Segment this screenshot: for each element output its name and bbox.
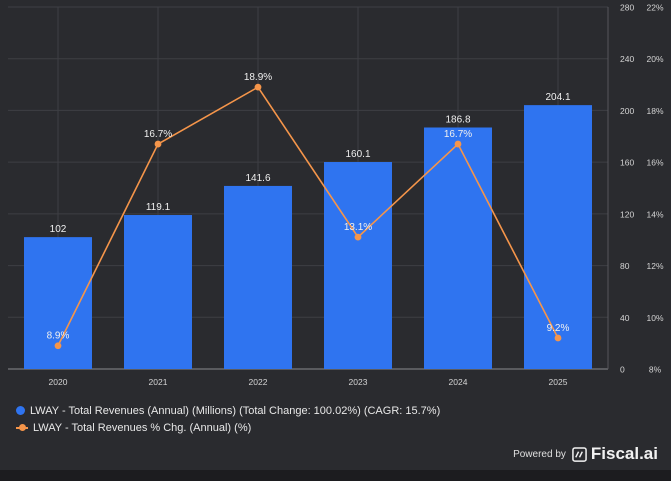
bar-value-label: 186.8	[445, 114, 470, 125]
pct-point	[554, 334, 562, 342]
axes: 0 8% 40 10% 80 12% 120 14% 160 16% 200 18% 240 20% 280…	[49, 3, 664, 388]
y-right-tick-label: 10%	[646, 313, 663, 323]
y-right-tick-label: 16%	[646, 158, 663, 168]
legend-item-revenue[interactable]: LWAY - Total Revenues (Annual) (Millions…	[16, 402, 440, 419]
x-tick-label: 2022	[249, 377, 268, 387]
bar	[524, 105, 592, 369]
x-tick-label: 2024	[449, 377, 468, 387]
bar-value-label: 141.6	[245, 173, 270, 184]
x-tick-label: 2021	[149, 377, 168, 387]
pct-point	[354, 233, 362, 241]
y-right-tick-label: 22%	[646, 3, 663, 13]
y-right-tick-label: 12%	[646, 261, 663, 271]
y-left-tick-label: 240	[620, 54, 634, 64]
bottom-strip	[0, 470, 671, 481]
y-left-tick-label: 280	[620, 3, 634, 13]
y-left-tick-label: 0	[620, 365, 625, 375]
y-right-tick-label: 20%	[646, 54, 663, 64]
y-right-tick-label: 14%	[646, 209, 663, 219]
pct-point	[454, 140, 462, 148]
bar	[424, 127, 492, 369]
legend-item-pct-change[interactable]: LWAY - Total Revenues % Chg. (Annual) (%…	[16, 419, 440, 436]
powered-by[interactable]: Powered by Fiscal.ai	[513, 444, 658, 464]
y-left-tick-label: 160	[620, 158, 634, 168]
powered-by-text: Powered by	[513, 448, 566, 460]
pct-value-label: 8.9%	[47, 331, 70, 342]
x-tick-label: 2025	[549, 377, 568, 387]
pct-point	[254, 83, 262, 91]
data-labels: 102 119.1 141.6 160.1 186.8 204.1 8.9% 16.7% 18.…	[47, 72, 571, 342]
legend: LWAY - Total Revenues (Annual) (Millions…	[16, 402, 440, 436]
bar	[124, 215, 192, 369]
combo-chart: 102 119.1 141.6 160.1 186.8 204.1 8.9% 16.7% 18.…	[8, 3, 664, 388]
bars	[24, 105, 592, 369]
pct-value-label: 18.9%	[244, 72, 272, 83]
y-right-tick-label: 18%	[646, 106, 663, 116]
bar	[24, 237, 92, 369]
bar	[324, 162, 392, 369]
x-tick-label: 2020	[49, 377, 68, 387]
pct-value-label: 16.7%	[444, 129, 472, 140]
bar	[224, 185, 292, 369]
x-tick-label: 2023	[349, 377, 368, 387]
y-left-tick-label: 200	[620, 106, 634, 116]
bar-value-label: 160.1	[345, 149, 370, 160]
fiscal-logo-icon	[572, 446, 587, 462]
legend-bar-swatch	[16, 406, 25, 415]
legend-line-swatch	[16, 423, 28, 432]
pct-value-label: 13.1%	[344, 222, 372, 233]
y-right-tick-label: 8%	[649, 365, 662, 375]
legend-label-revenue: LWAY - Total Revenues (Annual) (Millions…	[30, 404, 441, 417]
pct-point	[154, 140, 162, 148]
y-left-tick-label: 120	[620, 209, 634, 219]
pct-value-label: 9.2%	[547, 323, 570, 334]
bar-value-label: 102	[50, 224, 67, 235]
pct-line-path	[57, 86, 559, 347]
brand-name: Fiscal.ai	[590, 444, 658, 463]
pct-line	[54, 83, 562, 350]
pct-point	[54, 342, 62, 350]
legend-label-pct-change: LWAY - Total Revenues % Chg. (Annual) (%…	[33, 421, 252, 434]
bar-value-label: 204.1	[545, 92, 570, 103]
y-left-tick-label: 40	[620, 313, 630, 323]
grid	[8, 6, 608, 370]
bar-value-label: 119.1	[146, 202, 171, 213]
y-left-tick-label: 80	[620, 261, 630, 271]
pct-value-label: 16.7%	[144, 129, 172, 140]
